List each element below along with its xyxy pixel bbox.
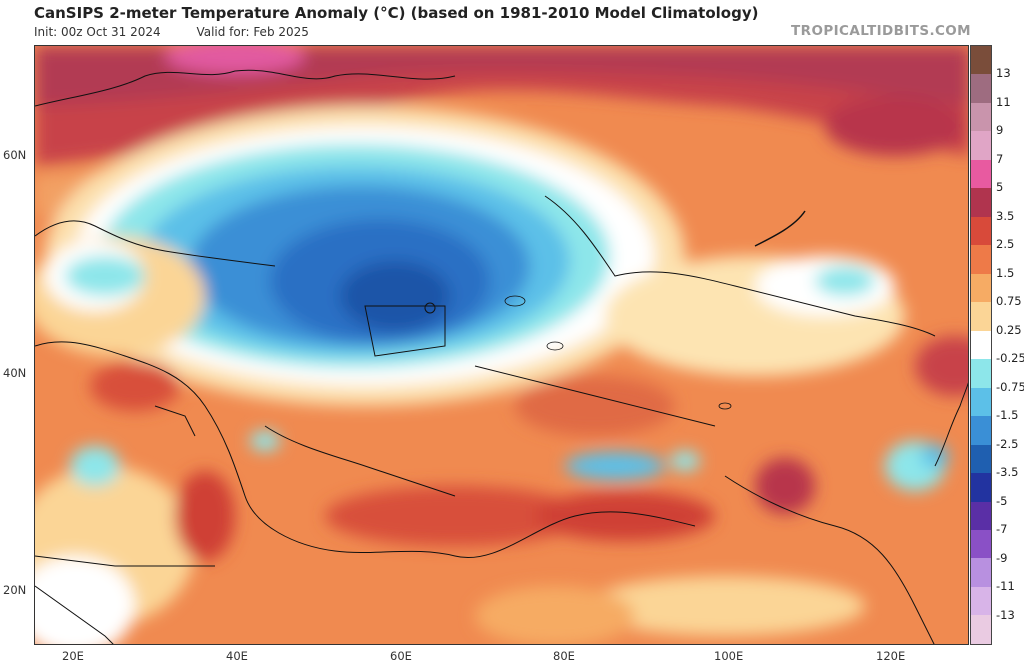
lon-label-120e: 120E	[876, 649, 906, 663]
colorbar	[970, 45, 992, 645]
colorbar-segment	[971, 74, 991, 103]
lon-label-40e: 40E	[226, 649, 248, 663]
colorbar-tick-label: -5	[996, 493, 1008, 508]
colorbar-tick-label: 0.25	[996, 322, 1022, 337]
anomaly-map	[34, 45, 969, 645]
colorbar-segment	[971, 416, 991, 445]
colorbar-tick-label: -2.5	[996, 436, 1019, 451]
colorbar-segment	[971, 529, 991, 559]
lat-label-40n: 40N	[3, 366, 27, 380]
lon-label-80e: 80E	[553, 649, 575, 663]
colorbar-tick-label: 9	[996, 123, 1004, 138]
lat-label-20n: 20N	[3, 583, 27, 597]
colorbar-segment	[971, 131, 991, 160]
colorbar-tick-label: -7	[996, 522, 1008, 537]
colorbar-segment	[971, 188, 991, 217]
lon-label-20e: 20E	[62, 649, 84, 663]
map-title: CanSIPS 2-meter Temperature Anomaly (°C)…	[34, 4, 759, 22]
colorbar-segment	[971, 387, 991, 417]
colorbar-segment	[971, 245, 991, 274]
colorbar-segment	[971, 330, 991, 360]
colorbar-tick-label: 2.5	[996, 237, 1015, 252]
colorbar-tick-label: -3.5	[996, 465, 1019, 480]
colorbar-tick-label: -1.5	[996, 408, 1019, 423]
lat-label-60n: 60N	[3, 148, 27, 162]
lake-outlines	[504, 295, 732, 410]
anomaly-shading	[35, 46, 968, 644]
colorbar-tick-label: -11	[996, 579, 1015, 594]
colorbar-segment	[971, 273, 991, 303]
colorbar-segment	[971, 558, 991, 587]
colorbar-segment	[971, 586, 991, 616]
init-time: Init: 00z Oct 31 2024	[34, 25, 161, 39]
colorbar-segment	[971, 46, 991, 75]
colorbar-tick-label: -13	[996, 607, 1015, 622]
lon-label-100e: 100E	[714, 649, 744, 663]
colorbar-tick-label: 5	[996, 180, 1004, 195]
colorbar-segment	[971, 615, 991, 644]
colorbar-tick-label: -0.75	[996, 379, 1024, 394]
colorbar-segment	[971, 473, 991, 502]
coastlines	[35, 69, 968, 644]
colorbar-segment	[971, 159, 991, 189]
colorbar-tick-label: 0.75	[996, 294, 1022, 309]
colorbar-segment	[971, 501, 991, 530]
colorbar-tick-label: 11	[996, 94, 1011, 109]
colorbar-segment	[971, 216, 991, 246]
colorbar-tick-label: 13	[996, 66, 1011, 81]
colorbar-segment	[971, 444, 991, 474]
colorbar-tick-label: 1.5	[996, 265, 1015, 280]
colorbar-tick-label: -9	[996, 550, 1008, 565]
colorbar-segment	[971, 302, 991, 331]
colorbar-segment	[971, 359, 991, 388]
colorbar-segment	[971, 102, 991, 132]
valid-time: Valid for: Feb 2025	[196, 25, 309, 39]
colorbar-tick-label: -0.25	[996, 351, 1024, 366]
colorbar-tick-label: 7	[996, 151, 1004, 166]
site-brand: TROPICALTIDBITS.COM	[791, 23, 971, 39]
lon-label-60e: 60E	[390, 649, 412, 663]
colorbar-tick-label: 3.5	[996, 208, 1015, 223]
map-subtitle: Init: 00z Oct 31 2024 Valid for: Feb 202…	[34, 25, 341, 39]
